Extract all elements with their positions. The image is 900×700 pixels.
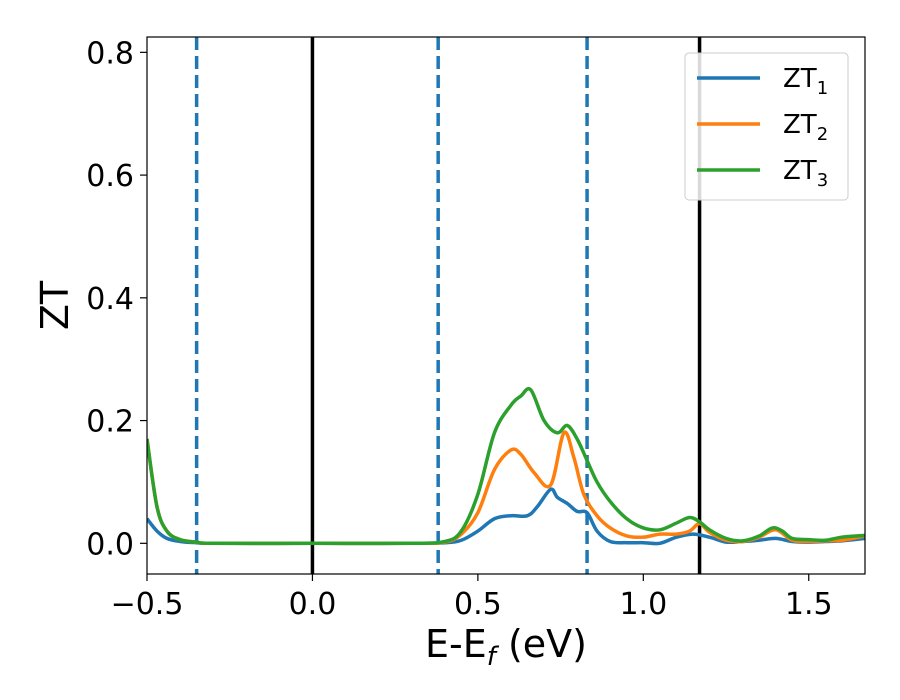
axis-ticks: −0.5 0.0 0.5 1.0 1.5 0.0 0.2 0.4 0.6 0.8 [86,36,832,622]
y-tick-label: 0.0 [86,527,134,562]
x-tick-label: 1.0 [619,587,667,622]
plot-frame [146,36,866,575]
legend: ZT1 ZT2 ZT3 [684,52,849,201]
y-tick-label: 0.2 [86,405,134,440]
x-tick-label: 0.5 [454,587,502,622]
legend-box [684,52,849,201]
reference-lines [194,37,702,574]
legend-label-zt3: ZT3 [783,156,828,191]
series-line-zt3 [147,387,865,546]
y-tick-label: 0.8 [86,36,134,71]
x-tick-label: −0.5 [111,587,184,622]
x-tick-label: 0.0 [289,587,337,622]
x-axis-label-unit: (eV) [496,622,587,666]
series-lines [147,387,865,546]
x-axis-label: E-Ef (eV) [425,622,587,672]
x-tick-label: 1.5 [785,587,833,622]
legend-label-zt2: ZT2 [783,110,828,145]
series-line-zt2 [147,430,865,546]
x-axis-label-main: E-E [425,622,487,666]
y-axis-label: ZT [33,280,77,330]
legend-label-zt1: ZT1 [783,64,828,99]
y-tick-label: 0.6 [86,159,134,194]
y-tick-label: 0.4 [86,282,134,317]
